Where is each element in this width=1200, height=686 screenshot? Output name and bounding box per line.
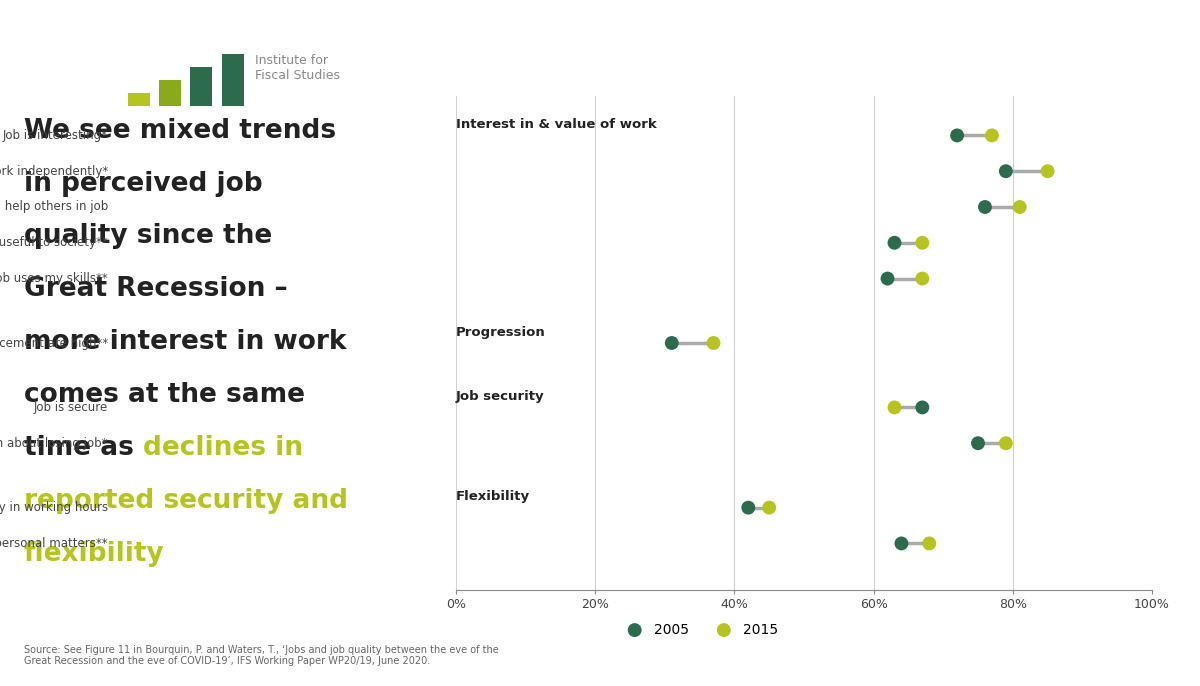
Point xyxy=(983,130,1002,141)
Text: in perceived job: in perceived job xyxy=(24,171,263,197)
Point xyxy=(996,166,1015,177)
Text: We see mixed trends: We see mixed trends xyxy=(24,118,336,144)
Text: Job is secure: Job is secure xyxy=(34,401,108,414)
Text: Job security: Job security xyxy=(456,390,545,403)
Bar xyxy=(128,93,150,106)
Point xyxy=(919,538,938,549)
Point xyxy=(662,338,682,348)
Point xyxy=(913,273,932,284)
Text: Can work independently*: Can work independently* xyxy=(0,165,108,178)
Point xyxy=(1038,166,1057,177)
Point xyxy=(739,502,758,513)
Text: flexibility: flexibility xyxy=(24,541,164,567)
Text: Flexibility: Flexibility xyxy=(456,490,530,504)
Text: Do not worry much about losing job*: Do not worry much about losing job* xyxy=(0,437,108,450)
Text: Source: See Figure 11 in Bourquin, P. and Waters, T., ‘Jobs and job quality betw: Source: See Figure 11 in Bourquin, P. an… xyxy=(24,645,499,666)
Text: Job is interesting*: Job is interesting* xyxy=(2,129,108,142)
Text: Institute for
Fiscal Studies: Institute for Fiscal Studies xyxy=(254,54,340,82)
Text: comes at the same: comes at the same xyxy=(24,382,305,408)
Text: reported security and: reported security and xyxy=(24,488,348,514)
Text: declines in: declines in xyxy=(143,435,302,461)
Bar xyxy=(222,54,244,106)
Point xyxy=(948,130,967,141)
Text: Job useful to society**: Job useful to society** xyxy=(0,236,108,249)
Text: Can help others in job: Can help others in job xyxy=(0,200,108,213)
Bar xyxy=(191,67,212,106)
Point xyxy=(913,402,932,413)
Text: Opportunities for advancement are high**: Opportunities for advancement are high** xyxy=(0,337,108,349)
Text: time as: time as xyxy=(24,435,143,461)
Text: more interest in work: more interest in work xyxy=(24,329,347,355)
Text: Great Recession –: Great Recession – xyxy=(24,276,288,303)
Point xyxy=(704,338,724,348)
Point xyxy=(996,438,1015,449)
Point xyxy=(913,237,932,248)
Bar xyxy=(160,80,181,106)
Point xyxy=(892,538,911,549)
Text: Flexibility in working hours: Flexibility in working hours xyxy=(0,501,108,514)
Text: Progression: Progression xyxy=(456,326,546,339)
Text: quality since the: quality since the xyxy=(24,224,272,250)
Point xyxy=(968,438,988,449)
Point xyxy=(878,273,898,284)
Point xyxy=(1010,202,1030,213)
Text: Interest in & value of work: Interest in & value of work xyxy=(456,118,656,131)
Point xyxy=(884,237,904,248)
Point xyxy=(884,402,904,413)
Point xyxy=(976,202,995,213)
Legend: 2005, 2015: 2005, 2015 xyxy=(616,617,784,642)
Point xyxy=(760,502,779,513)
Text: Job uses my skills**: Job uses my skills** xyxy=(0,272,108,285)
Text: Easy to get hour off for personal matters**: Easy to get hour off for personal matter… xyxy=(0,537,108,550)
